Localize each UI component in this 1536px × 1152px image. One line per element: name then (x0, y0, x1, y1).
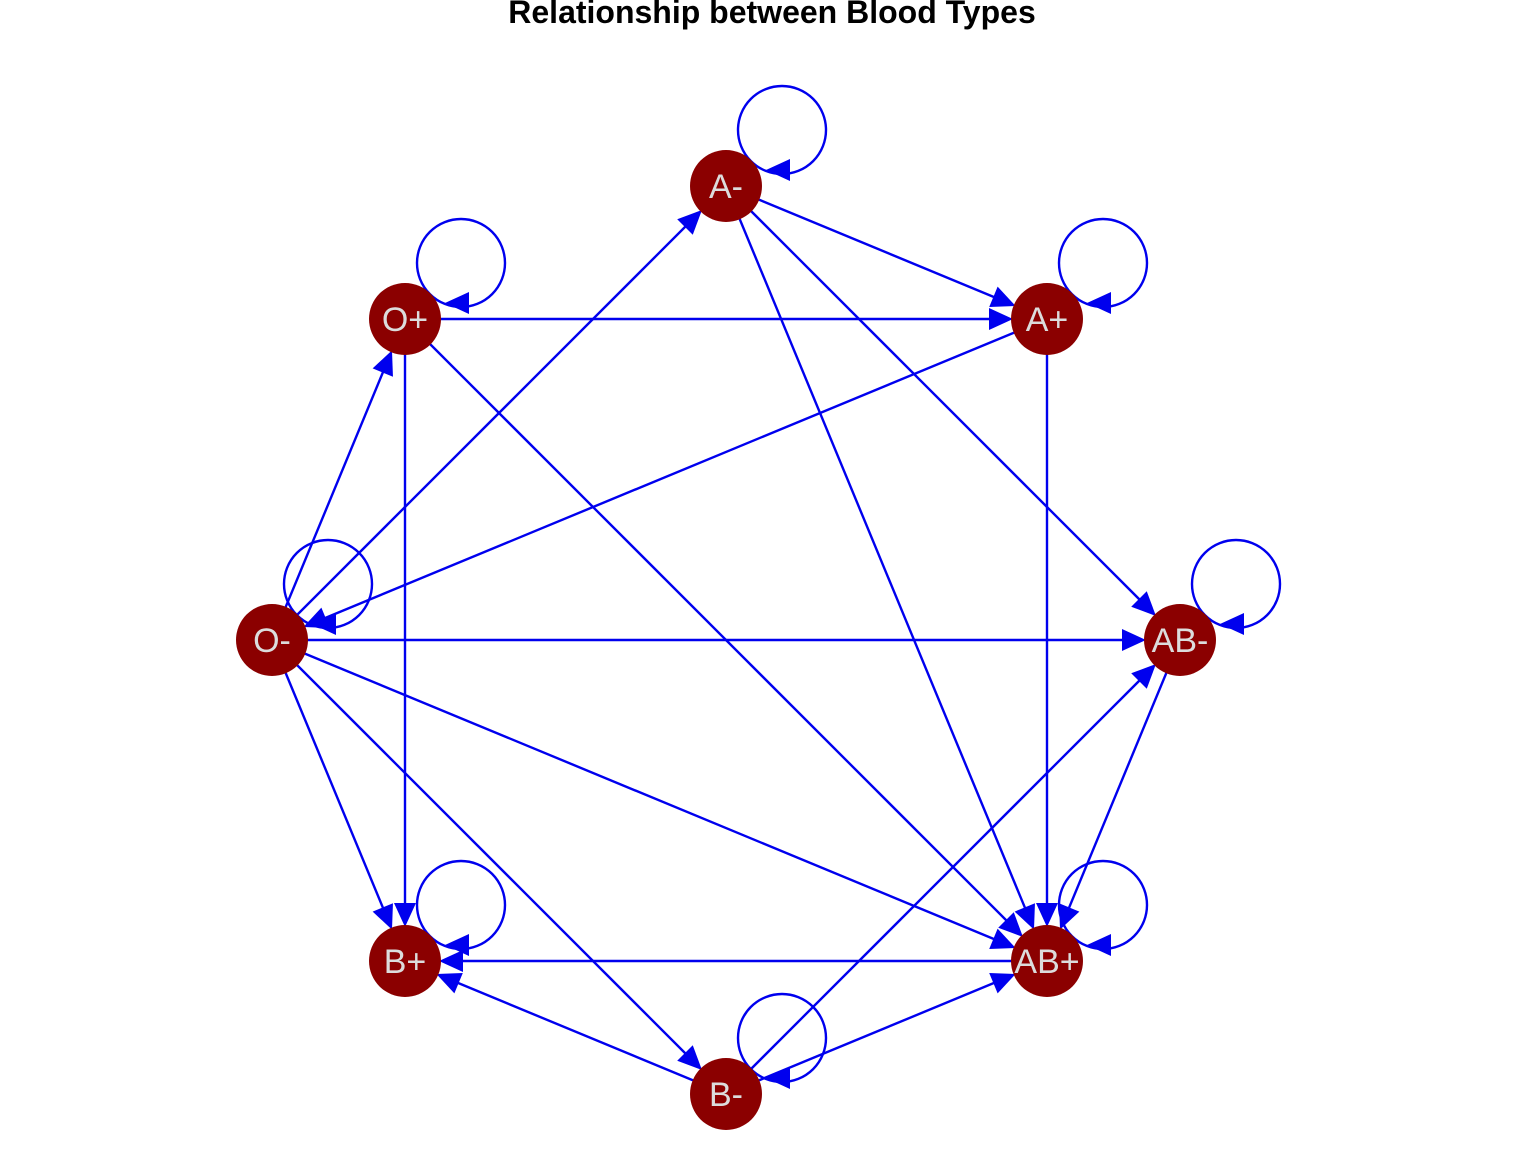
edge-arrowhead (436, 973, 463, 994)
node-label: AB- (1152, 622, 1209, 660)
edge-arrowhead (394, 903, 416, 927)
edge-arrowhead (1122, 629, 1146, 651)
edge-apos-to-oneg (303, 317, 1048, 628)
edge-arrowhead (372, 903, 393, 930)
node-label: A- (709, 168, 743, 206)
edge-arrowhead (989, 973, 1016, 994)
edge-arrowhead (677, 210, 702, 235)
edge-line (1065, 639, 1182, 914)
edge-arrowhead (1036, 903, 1058, 927)
edge-line (452, 979, 727, 1096)
edge-oneg-to-bpos (270, 639, 393, 930)
nodes-layer: A- A+ AB- AB+ B- B+ O- O+ (236, 150, 1216, 1130)
edge-aneg-to-abneg (725, 185, 1156, 616)
edge-arrowhead (1131, 591, 1156, 616)
chart-title: Relationship between Blood Types (508, 0, 1036, 30)
edge-bneg-to-bpos (436, 973, 727, 1096)
node-label: A+ (1026, 301, 1069, 339)
node-label: B+ (384, 943, 427, 981)
node-circle (236, 604, 308, 676)
edge-bpos-to-bpos (415, 859, 507, 956)
node-abneg: AB- (1144, 604, 1216, 676)
self-loop-arrowhead (445, 934, 469, 956)
edge-abneg-to-abpos (1059, 639, 1182, 930)
self-loop-arrowhead (766, 1067, 790, 1089)
self-loop-arrowhead (1087, 934, 1111, 956)
edge-line (271, 639, 691, 1059)
node-opos: O+ (369, 283, 441, 355)
edge-line (725, 185, 1145, 605)
node-circle (369, 925, 441, 997)
edge-bneg-to-abpos (725, 973, 1016, 1096)
node-label: O- (253, 622, 291, 660)
node-circle (369, 283, 441, 355)
edge-aneg-to-abpos (724, 185, 1035, 930)
edge-line (725, 184, 1000, 301)
node-circle (1144, 604, 1216, 676)
node-circle (1011, 283, 1083, 355)
edges-layer (270, 84, 1282, 1096)
edge-abpos-to-abpos (1057, 859, 1149, 956)
edge-abpos-to-bpos (439, 950, 1047, 972)
edge-arrowhead (998, 912, 1023, 937)
edge-bneg-to-bneg (736, 992, 828, 1089)
edge-oneg-to-opos (270, 350, 393, 641)
node-label: B- (709, 1076, 743, 1114)
edge-oneg-to-aneg (271, 210, 702, 641)
node-apos: A+ (1011, 283, 1083, 355)
edge-oneg-to-oneg (282, 538, 374, 635)
edge-aneg-to-apos (725, 184, 1016, 307)
edge-arrowhead (989, 308, 1013, 330)
node-label: AB+ (1014, 943, 1079, 981)
edge-line (725, 675, 1145, 1095)
edge-opos-to-bpos (394, 319, 416, 927)
node-circle (690, 1058, 762, 1130)
node-label: O+ (382, 301, 428, 339)
edge-line (270, 639, 387, 914)
node-bpos: B+ (369, 925, 441, 997)
self-loop-arrowhead (445, 292, 469, 314)
edge-line (404, 318, 1012, 926)
node-aneg: A- (690, 150, 762, 222)
edge-arrowhead (677, 1045, 702, 1070)
node-oneg: O- (236, 604, 308, 676)
edge-arrowhead (439, 950, 463, 972)
edge-line (271, 221, 691, 641)
node-abpos: AB+ (1011, 925, 1083, 997)
edge-arrowhead (1131, 664, 1156, 689)
edge-arrowhead (1059, 903, 1080, 930)
edge-opos-to-abpos (404, 318, 1023, 937)
edge-line (271, 638, 1000, 943)
edge-apos-to-apos (1057, 217, 1149, 314)
edge-aneg-to-aneg (736, 84, 828, 181)
self-loop-arrowhead (1220, 613, 1244, 635)
edge-abneg-to-abneg (1190, 538, 1282, 635)
edge-opos-to-opos (415, 217, 507, 314)
self-loop-arrowhead (1087, 292, 1111, 314)
edge-apos-to-abpos (1036, 319, 1058, 927)
edge-line (724, 185, 1029, 914)
edge-line (319, 317, 1048, 622)
node-circle (1011, 925, 1083, 997)
edge-arrowhead (989, 286, 1016, 307)
node-bneg: B- (690, 1058, 762, 1130)
edge-bneg-to-abneg (725, 664, 1156, 1095)
edge-oneg-to-bneg (271, 639, 702, 1070)
node-circle (690, 150, 762, 222)
edge-arrowhead (989, 928, 1016, 949)
edge-oneg-to-abneg (272, 629, 1146, 651)
self-loop-arrowhead (766, 159, 790, 181)
edge-line (270, 366, 387, 641)
edge-opos-to-apos (405, 308, 1013, 330)
edge-line (725, 979, 1000, 1096)
edge-arrowhead (372, 350, 393, 377)
self-loop-arrowhead (312, 613, 336, 635)
edge-oneg-to-abpos (271, 638, 1016, 949)
edge-arrowhead (1014, 903, 1035, 930)
